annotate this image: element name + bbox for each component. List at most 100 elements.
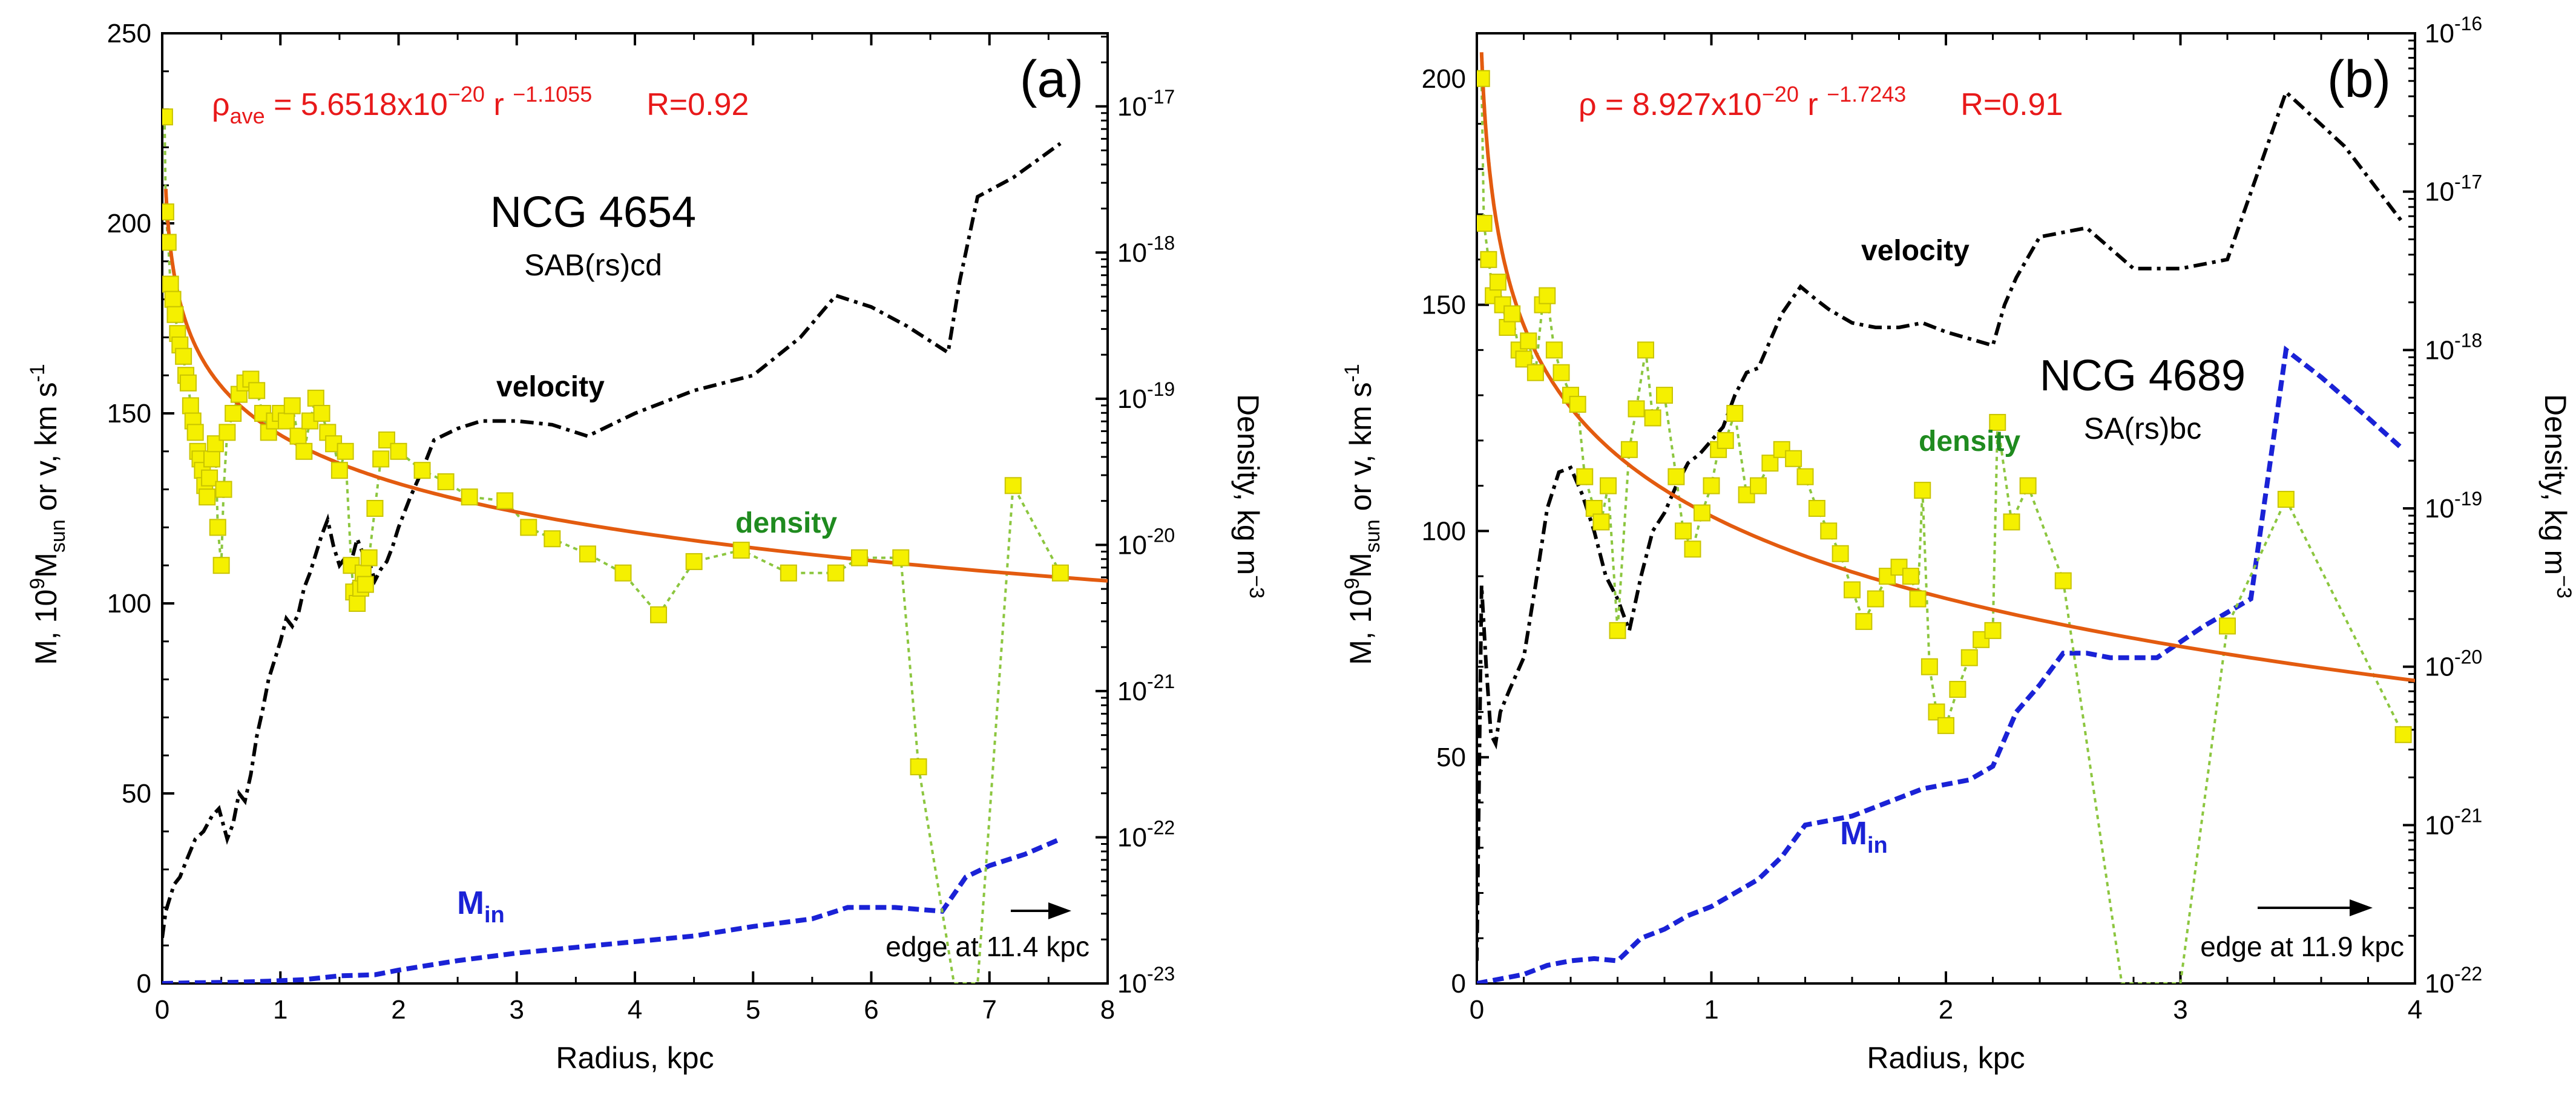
y-tick-label: 50 [122,779,151,809]
velocity-series [1477,88,2405,961]
y-axis-title-right: Density, kg m−3 [1231,394,1268,599]
right-tick-label: 10-22 [1117,816,1175,852]
y-title-sup: 9 [1341,578,1364,589]
x-tick-label: 1 [273,995,288,1025]
density-point [1820,522,1838,540]
density-point [1477,215,1493,232]
x-axis-title: Radius, kpc [1867,1041,2025,1075]
right-title-sup: −3 [2552,575,2575,599]
density-point [225,405,242,422]
density-point [1773,441,1790,458]
density-point [1668,468,1685,485]
right-tick-base: 10 [2425,335,2454,365]
y-tick-label: 200 [1422,64,1466,94]
galaxy-name: NCG 4654 [490,188,696,237]
right-title-part: Density, kg m [2538,394,2572,575]
density-point [203,450,221,468]
density-point [1051,564,1069,582]
density-point [1703,477,1720,494]
density-point [732,542,750,559]
density-point [1726,405,1744,422]
density-point [1989,413,2006,431]
x-tick-label: 0 [1470,995,1484,1025]
density-point [201,469,218,487]
formula-coefficient: = 8.927x10 [1597,87,1762,122]
density-point [1855,612,1873,630]
right-tick-label: 10-20 [1117,524,1175,560]
y-tick-label: 100 [1422,516,1466,546]
density-point [827,564,844,582]
plot-area [1477,52,2415,983]
formula-coefficient: = 5.6518x10 [265,87,448,122]
y-title-part: or v, km s [1344,382,1378,519]
density-point [215,481,232,498]
density-point [520,519,537,536]
right-tick-base: 10 [1117,92,1147,122]
density-point [544,530,561,548]
density-point [1520,332,1537,350]
density-point [650,606,668,623]
density-point [164,290,182,308]
density-point [892,549,910,566]
density-point [2054,572,2072,589]
density-point [1526,364,1544,381]
density-point [1539,287,1556,304]
density-point [313,405,330,422]
x-tick-label: 8 [1100,995,1115,1025]
formula-rho: ρ [212,87,230,122]
fit-curve [1479,52,2415,683]
density-point [1684,540,1701,558]
density-point [1569,396,1586,413]
y-title-part: M, 10 [1344,589,1378,665]
density-point [1600,477,1617,494]
y-axis-title-left: M, 109Msun or v, km s-1 [1341,364,1384,665]
edge-arrow-head [2350,899,2373,916]
density-point [162,275,179,293]
density-point [162,234,177,251]
density-point [1675,522,1692,540]
density-point [182,397,199,415]
right-tick-label: 10-17 [1117,86,1175,122]
density-point [295,442,313,460]
mass-in-series [1477,345,2405,983]
x-tick-label: 3 [510,995,524,1025]
galaxy-name: NCG 4689 [2040,352,2246,400]
y-tick-label: 0 [1451,969,1466,999]
density-point [1832,545,1849,562]
density-point [910,758,927,776]
y-tick-label: 100 [107,589,151,619]
right-tick-exponent: -18 [1147,232,1175,254]
right-tick-label: 10-19 [1117,378,1175,414]
density-point [2394,726,2412,743]
right-tick-base: 10 [2425,810,2454,840]
right-tick-base: 10 [2425,177,2454,207]
density-point [1902,568,1919,585]
y-title-sup: -1 [1341,364,1364,382]
density-point [437,473,455,491]
plot-frame [1476,32,2416,985]
galaxy-morphology: SAB(rs)cd [524,248,662,282]
density-point [1914,482,1931,499]
density-point [1808,500,1825,517]
formula-exponent: −20 [1762,82,1799,107]
right-tick-base: 10 [2425,19,2454,48]
right-tick-exponent: -23 [1147,963,1175,985]
right-tick-label: 10-22 [2425,963,2482,999]
formula-r: r [1799,87,1827,122]
density-point [1592,513,1610,531]
density-point [685,553,703,570]
density-point [1489,274,1506,291]
right-tick-base: 10 [1117,677,1147,706]
mass-label-sub: in [484,902,505,928]
density-point [1004,477,1022,494]
y-tick-label: 150 [1422,290,1466,320]
density-point [372,450,390,468]
y-tick-label: 0 [137,969,151,999]
edge-annotation: edge at 11.9 kpc [2200,931,2404,962]
density-point [413,462,431,479]
density-point [248,382,266,399]
velocity-label: velocity [1861,235,1970,267]
density-point [1920,658,1938,675]
density-point [218,424,236,441]
